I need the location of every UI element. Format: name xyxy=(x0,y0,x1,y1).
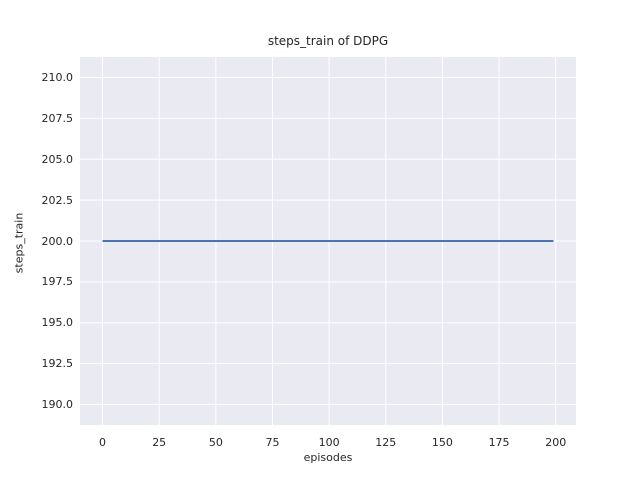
y-tick-label: 205.0 xyxy=(41,152,74,166)
x-tick-label: 50 xyxy=(208,436,223,449)
y-tick-label: 197.5 xyxy=(41,275,74,289)
x-tick-label: 75 xyxy=(265,436,280,449)
y-tick-label: 202.5 xyxy=(41,193,74,207)
y-axis-label: steps_train xyxy=(12,212,26,274)
x-tick-label: 150 xyxy=(431,436,453,449)
y-tick-label: 207.5 xyxy=(41,111,74,125)
y-tick-label: 192.5 xyxy=(41,357,74,371)
x-tick-label: 175 xyxy=(488,436,510,449)
y-tick-label: 190.0 xyxy=(41,398,74,412)
x-tick-label: 200 xyxy=(545,436,567,449)
x-tick-label: 0 xyxy=(99,436,107,449)
y-tick-label: 195.0 xyxy=(41,316,74,330)
chart-title: steps_train of DDPG xyxy=(267,34,389,48)
x-tick-label: 100 xyxy=(318,436,340,449)
x-tick-label: 125 xyxy=(375,436,397,449)
y-tick-label: 210.0 xyxy=(41,70,74,84)
plot-area xyxy=(80,57,576,425)
y-tick-label: 200.0 xyxy=(41,234,74,248)
x-tick-label: 25 xyxy=(152,436,167,449)
x-axis-label: episodes xyxy=(303,451,353,464)
